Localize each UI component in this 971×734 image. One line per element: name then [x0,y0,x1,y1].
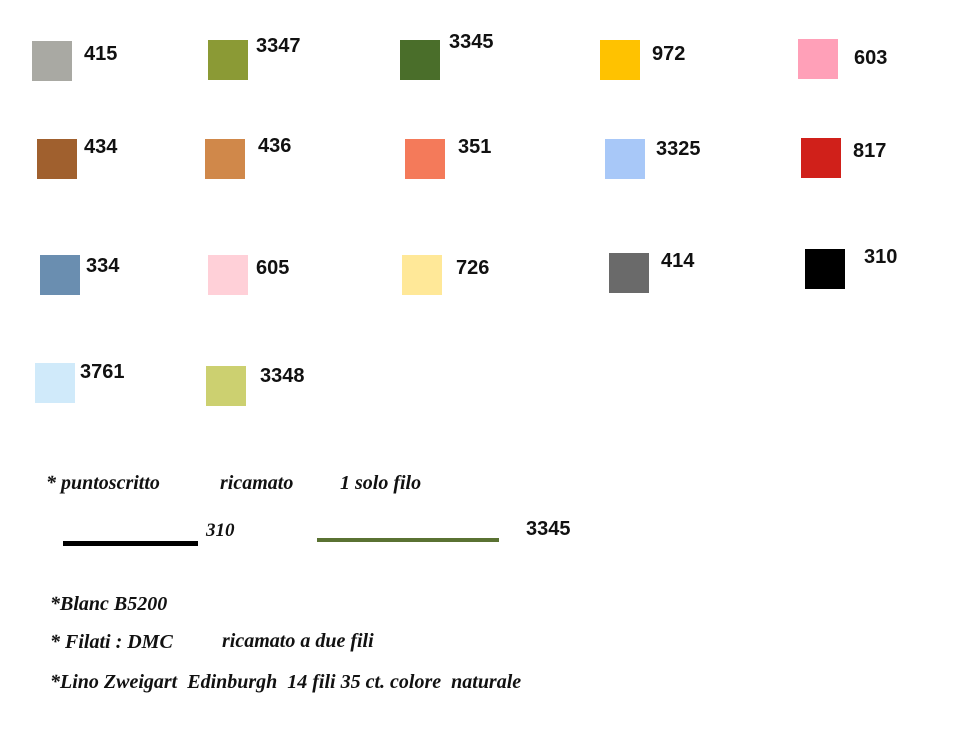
note: *Blanc B5200 [50,593,168,615]
color-swatch [400,40,440,80]
color-code: 415 [84,43,118,65]
color-swatch [605,139,645,179]
color-code: 3347 [256,35,301,57]
note: ricamato a due fili [222,630,374,652]
color-swatch [205,139,245,179]
color-swatch [405,139,445,179]
color-swatch [37,139,77,179]
backstitch-line [317,538,499,542]
color-swatch [805,249,845,289]
color-code: 3348 [260,365,305,387]
color-swatch [32,41,72,81]
color-code: 436 [258,135,292,157]
color-code: 3345 [449,31,494,53]
color-code: 351 [458,136,492,158]
note: * Filati : DMC [50,631,173,653]
color-code: 972 [652,43,686,65]
color-code: 310 [864,246,898,268]
color-code: 603 [854,47,888,69]
heading: 1 solo filo [340,472,422,494]
color-code: 817 [853,140,887,162]
heading: ricamato [220,472,294,494]
color-swatch [600,40,640,80]
color-swatch [35,363,75,403]
color-code: 434 [84,136,118,158]
color-code: 3325 [656,138,701,160]
color-swatch [402,255,442,295]
color-swatch [206,366,246,406]
color-swatch [798,39,838,79]
color-swatch [609,253,649,293]
color-swatch [208,255,248,295]
color-code: 3761 [80,361,125,383]
color-swatch [208,40,248,80]
heading: * puntoscritto [46,472,160,494]
color-swatch [40,255,80,295]
color-swatch [801,138,841,178]
color-code: 414 [661,250,695,272]
color-code: 726 [456,257,490,279]
note: *Lino Zweigart Edinburgh 14 fili 35 ct. … [50,671,522,693]
color-code: 334 [86,255,120,277]
backstitch-line [63,541,198,546]
color-code: 605 [256,257,290,279]
backstitch-code: 3345 [526,518,571,540]
backstitch-code: 310 [206,520,235,541]
